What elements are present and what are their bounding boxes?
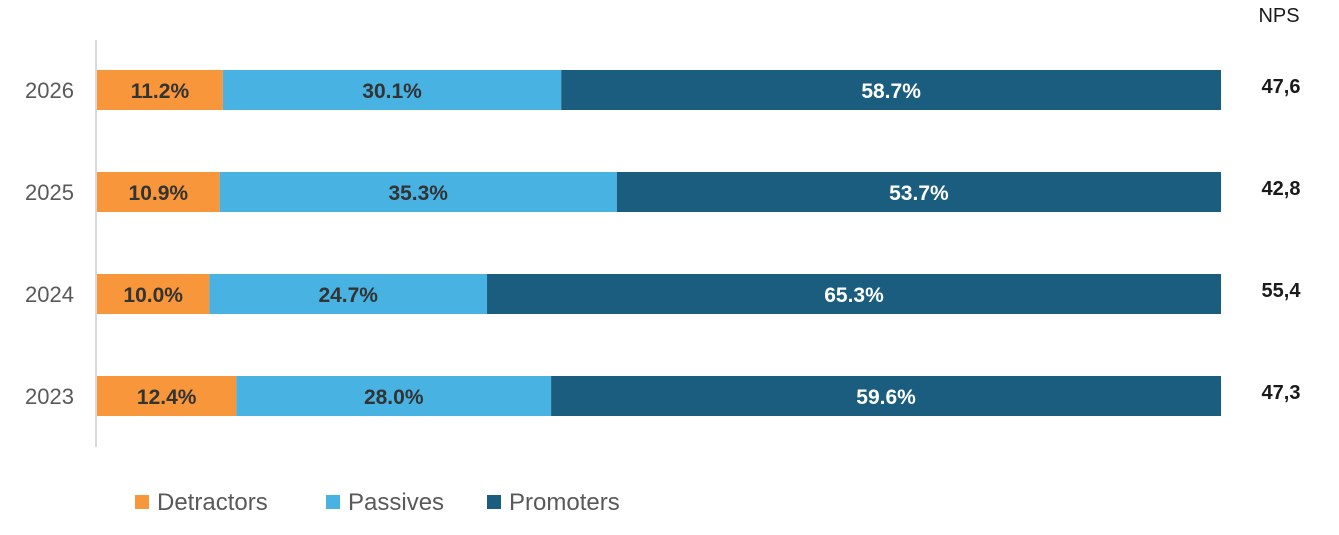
data-label-detractors: 11.2%: [131, 80, 190, 103]
category-label: 2023: [25, 384, 74, 409]
data-label-passives: 24.7%: [318, 284, 378, 307]
legend-label-promoters: Promoters: [509, 489, 620, 516]
data-label-promoters: 58.7%: [861, 80, 921, 103]
data-label-promoters: 59.6%: [856, 386, 916, 409]
legend-label-passives: Passives: [348, 489, 444, 516]
legend-swatch-promoters: [487, 495, 501, 509]
nps-value: 42,8: [1262, 178, 1301, 200]
legend-swatch-passives: [326, 495, 340, 509]
category-label: 2024: [25, 282, 74, 307]
legend-label-detractors: Detractors: [157, 489, 268, 516]
category-label: 2026: [25, 78, 74, 103]
nps-value: 55,4: [1262, 280, 1302, 302]
bar-segment-promoters: [487, 274, 1221, 314]
bar-segment-promoters: [551, 376, 1221, 416]
data-label-detractors: 12.4%: [137, 386, 197, 409]
legend-swatch-detractors: [135, 495, 149, 509]
nps-value: 47,3: [1262, 382, 1301, 404]
data-label-promoters: 65.3%: [824, 284, 884, 307]
category-labels: 2026 2025 2024 2023: [25, 78, 74, 409]
data-label-passives: 35.3%: [388, 182, 448, 205]
bar-segment-detractors: [97, 172, 220, 212]
category-label: 2025: [25, 180, 74, 205]
bar-segment-passives: [209, 274, 488, 314]
bar-segment-passives: [236, 376, 552, 416]
data-label-detractors: 10.9%: [129, 182, 189, 205]
bar-segment-detractors: [97, 274, 210, 314]
bar-segment-detractors: [97, 376, 237, 416]
data-label-detractors: 10.0%: [123, 284, 183, 307]
legend: Detractors Passives Promoters: [135, 489, 620, 516]
bar-segment-detractors: [97, 70, 223, 110]
nps-header: NPS: [1258, 5, 1299, 27]
data-label-passives: 28.0%: [364, 386, 424, 409]
data-label-passives: 30.1%: [362, 80, 422, 103]
bar-segment-passives: [219, 172, 617, 212]
nps-column: NPS 47,6 42,8 55,4 47,3: [1258, 5, 1301, 404]
bar-segment-promoters: [616, 172, 1221, 212]
bar-area: 11.2% 30.1% 58.7% 10.9% 35.3% 53.7% 10.0% 24.7%…: [97, 70, 1221, 416]
data-label-promoters: 53.7%: [889, 182, 949, 205]
bar-segment-promoters: [561, 70, 1221, 110]
bar-segment-passives: [222, 70, 562, 110]
nps-value: 47,6: [1262, 76, 1301, 98]
